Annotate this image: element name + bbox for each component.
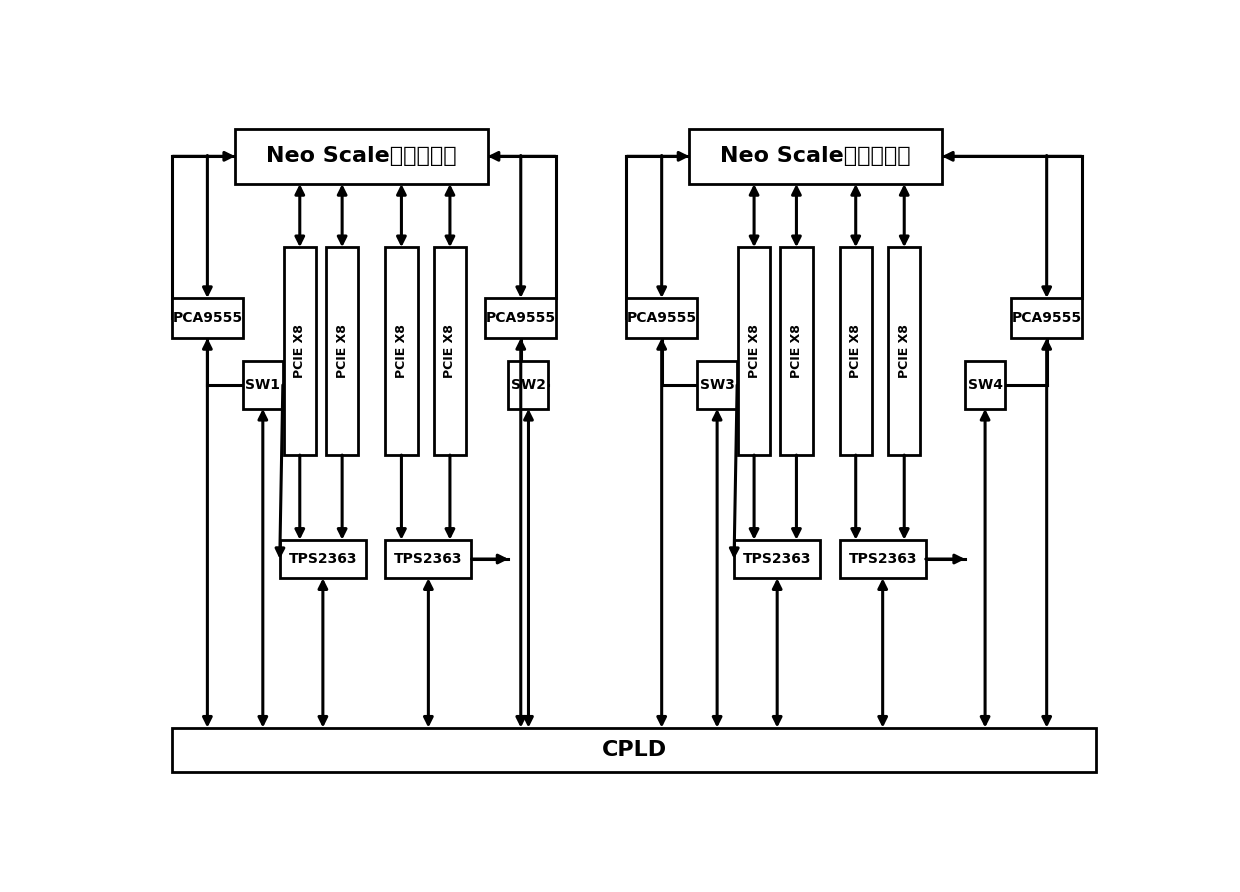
Text: Neo Scale高速连接器: Neo Scale高速连接器: [720, 146, 911, 166]
Bar: [734, 540, 821, 578]
Text: TPS2363: TPS2363: [848, 552, 916, 566]
Text: TPS2363: TPS2363: [394, 552, 463, 566]
Text: PCIE X8: PCIE X8: [898, 324, 910, 378]
Bar: [1012, 298, 1083, 338]
Bar: [965, 361, 1006, 409]
Bar: [508, 361, 548, 409]
Bar: [236, 128, 487, 184]
Bar: [839, 247, 872, 455]
Bar: [326, 247, 358, 455]
Text: SW1: SW1: [246, 378, 280, 392]
Text: TPS2363: TPS2363: [289, 552, 357, 566]
Text: TPS2363: TPS2363: [743, 552, 811, 566]
Bar: [172, 728, 1096, 772]
Bar: [284, 247, 316, 455]
Bar: [243, 361, 283, 409]
Text: Neo Scale高速连接器: Neo Scale高速连接器: [267, 146, 456, 166]
Bar: [280, 540, 366, 578]
Bar: [626, 298, 697, 338]
Text: PCIE X8: PCIE X8: [294, 324, 306, 378]
Bar: [839, 540, 926, 578]
Bar: [386, 247, 418, 455]
Bar: [888, 247, 920, 455]
Text: CPLD: CPLD: [601, 740, 667, 760]
Text: SW3: SW3: [699, 378, 734, 392]
Bar: [689, 128, 942, 184]
Text: SW4: SW4: [967, 378, 1003, 392]
Text: PCA9555: PCA9555: [172, 311, 243, 325]
Text: PCIE X8: PCIE X8: [394, 324, 408, 378]
Text: PCA9555: PCA9555: [1012, 311, 1081, 325]
Bar: [386, 540, 471, 578]
Bar: [697, 361, 737, 409]
Text: PCA9555: PCA9555: [486, 311, 556, 325]
Bar: [172, 298, 243, 338]
Text: PCIE X8: PCIE X8: [790, 324, 804, 378]
Text: PCIE X8: PCIE X8: [336, 324, 348, 378]
Text: SW2: SW2: [511, 378, 546, 392]
Text: PCIE X8: PCIE X8: [849, 324, 862, 378]
Text: PCA9555: PCA9555: [626, 311, 697, 325]
Text: PCIE X8: PCIE X8: [748, 324, 760, 378]
Text: PCIE X8: PCIE X8: [444, 324, 456, 378]
Bar: [780, 247, 812, 455]
Bar: [485, 298, 557, 338]
Bar: [738, 247, 770, 455]
Bar: [434, 247, 466, 455]
